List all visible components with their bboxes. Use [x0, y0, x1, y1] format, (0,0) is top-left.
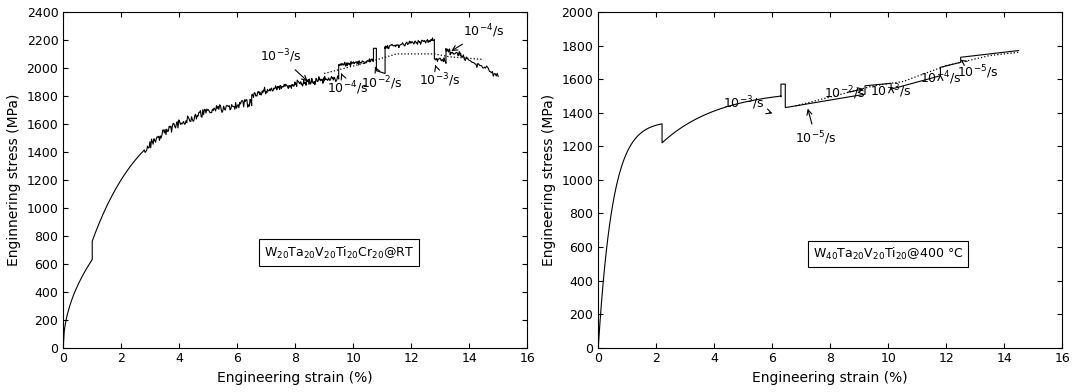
Text: $10^{-3}$/s: $10^{-3}$/s [419, 66, 461, 89]
Text: $10^{-4}$/s: $10^{-4}$/s [920, 70, 961, 87]
X-axis label: Engineering strain (%): Engineering strain (%) [218, 371, 373, 385]
Text: $10^{-3}$/s: $10^{-3}$/s [260, 47, 307, 80]
Text: $10^{-4}$/s: $10^{-4}$/s [452, 22, 504, 51]
Text: $10^{-2}$/s: $10^{-2}$/s [824, 84, 866, 102]
Text: $10^{-3}$/s: $10^{-3}$/s [870, 82, 912, 100]
Text: $10^{-2}$/s: $10^{-2}$/s [362, 68, 403, 92]
Y-axis label: Engineering stress (MPa): Engineering stress (MPa) [542, 94, 556, 266]
Y-axis label: Enginnering stress (MPa): Enginnering stress (MPa) [6, 94, 20, 266]
Text: W$_{40}$Ta$_{20}$V$_{20}$Ti$_{20}$@400 °C: W$_{40}$Ta$_{20}$V$_{20}$Ti$_{20}$@400 °… [813, 246, 964, 262]
Text: $10^{-4}$/s: $10^{-4}$/s [326, 74, 368, 97]
Text: W$_{20}$Ta$_{20}$V$_{20}$Ti$_{20}$Cr$_{20}$@RT: W$_{20}$Ta$_{20}$V$_{20}$Ti$_{20}$Cr$_{2… [264, 245, 414, 261]
X-axis label: Engineering strain (%): Engineering strain (%) [753, 371, 908, 385]
Text: $10^{-5}$/s: $10^{-5}$/s [795, 110, 837, 147]
Text: $10^{-5}$/s: $10^{-5}$/s [957, 60, 998, 81]
Text: $10^{-3}$/s: $10^{-3}$/s [723, 94, 771, 114]
